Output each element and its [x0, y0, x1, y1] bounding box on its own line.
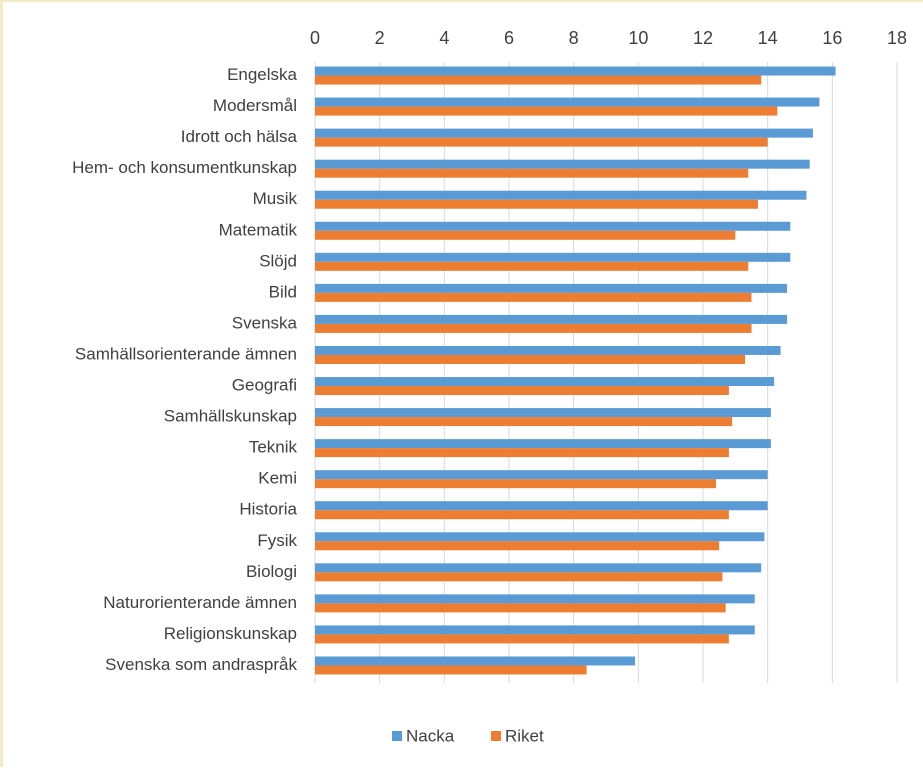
x-axis-ticks: 0 2 4 6 8 10 12 14 16 18 [310, 28, 907, 48]
bar-riket [315, 230, 736, 240]
bar-nacka [315, 439, 771, 449]
category-label: Historia [239, 500, 297, 519]
bar-nacka [315, 221, 791, 231]
bar-nacka [315, 501, 768, 511]
x-tick-label: 6 [504, 28, 514, 48]
category-label: Teknik [249, 438, 298, 457]
bar-riket [315, 323, 752, 333]
category-label: Samhällskunskap [164, 407, 297, 426]
gridlines [314, 62, 898, 683]
category-label: Kemi [258, 469, 297, 488]
category-label: Hem- och konsumentkunskap [72, 158, 297, 177]
bar-nacka [315, 625, 755, 635]
bar-riket [315, 106, 778, 116]
bar-nacka [315, 532, 765, 542]
bar-riket [315, 634, 729, 644]
legend-label-nacka: Nacka [406, 726, 455, 745]
category-label: Musik [253, 189, 298, 208]
bar-riket [315, 292, 752, 302]
category-label: Idrott och hälsa [181, 127, 298, 146]
bar-riket [315, 665, 587, 675]
legend-swatch-nacka [392, 731, 402, 741]
bar-riket [315, 137, 768, 147]
bar-nacka [315, 594, 755, 604]
bar-nacka [315, 159, 810, 169]
category-label: Biologi [246, 562, 297, 581]
bar-nacka [315, 470, 768, 480]
bar-nacka [315, 656, 636, 666]
bar-nacka [315, 377, 775, 387]
x-tick-label: 2 [375, 28, 385, 48]
legend: Nacka Riket [392, 726, 544, 745]
category-label: Naturorienterande ämnen [103, 593, 297, 612]
x-tick-label: 16 [822, 28, 842, 48]
bar-riket [315, 603, 726, 613]
bar-riket [315, 354, 746, 364]
bar-nacka [315, 190, 807, 200]
bar-nacka [315, 408, 771, 418]
category-label: Engelska [227, 65, 297, 84]
category-label: Religionskunskap [164, 624, 297, 643]
bar-nacka [315, 97, 820, 107]
bar-nacka [315, 128, 813, 138]
x-tick-label: 4 [439, 28, 449, 48]
category-label: Bild [269, 282, 297, 301]
legend-swatch-riket [491, 731, 501, 741]
x-tick-label: 8 [569, 28, 579, 48]
category-label: Geografi [232, 376, 297, 395]
x-tick-label: 14 [758, 28, 778, 48]
category-label: Modersmål [213, 96, 297, 115]
x-tick-label: 10 [628, 28, 648, 48]
bars [315, 66, 836, 675]
bar-riket [315, 448, 729, 458]
bar-riket [315, 75, 762, 85]
legend-label-riket: Riket [505, 726, 544, 745]
bar-nacka [315, 66, 836, 76]
category-label: Matematik [219, 220, 298, 239]
x-tick-label: 12 [693, 28, 713, 48]
bar-riket [315, 417, 733, 427]
bar-nacka [315, 345, 781, 355]
bar-riket [315, 572, 723, 582]
bar-riket [315, 168, 749, 178]
bar-riket [315, 199, 758, 209]
x-tick-label: 18 [887, 28, 907, 48]
category-label: Fysik [257, 531, 297, 550]
bar-nacka [315, 283, 788, 293]
category-label: Svenska som andraspråk [105, 655, 297, 674]
bar-nacka [315, 314, 788, 324]
bar-riket [315, 541, 720, 551]
bar-chart: 0 2 4 6 8 10 12 14 16 18 Engelska Modersmål Idrott … [72, 28, 907, 745]
x-tick-label: 0 [310, 28, 320, 48]
category-label: Svenska [232, 313, 298, 332]
bar-nacka [315, 252, 791, 262]
bar-riket [315, 479, 716, 489]
category-labels: Engelska Modersmål Idrott och hälsa Hem- oc… [72, 65, 297, 674]
category-label: Samhällsorienterande ämnen [75, 344, 297, 363]
category-label: Slöjd [259, 251, 297, 270]
bar-riket [315, 510, 729, 520]
bar-riket [315, 261, 749, 271]
bar-nacka [315, 563, 762, 573]
bar-riket [315, 386, 729, 396]
